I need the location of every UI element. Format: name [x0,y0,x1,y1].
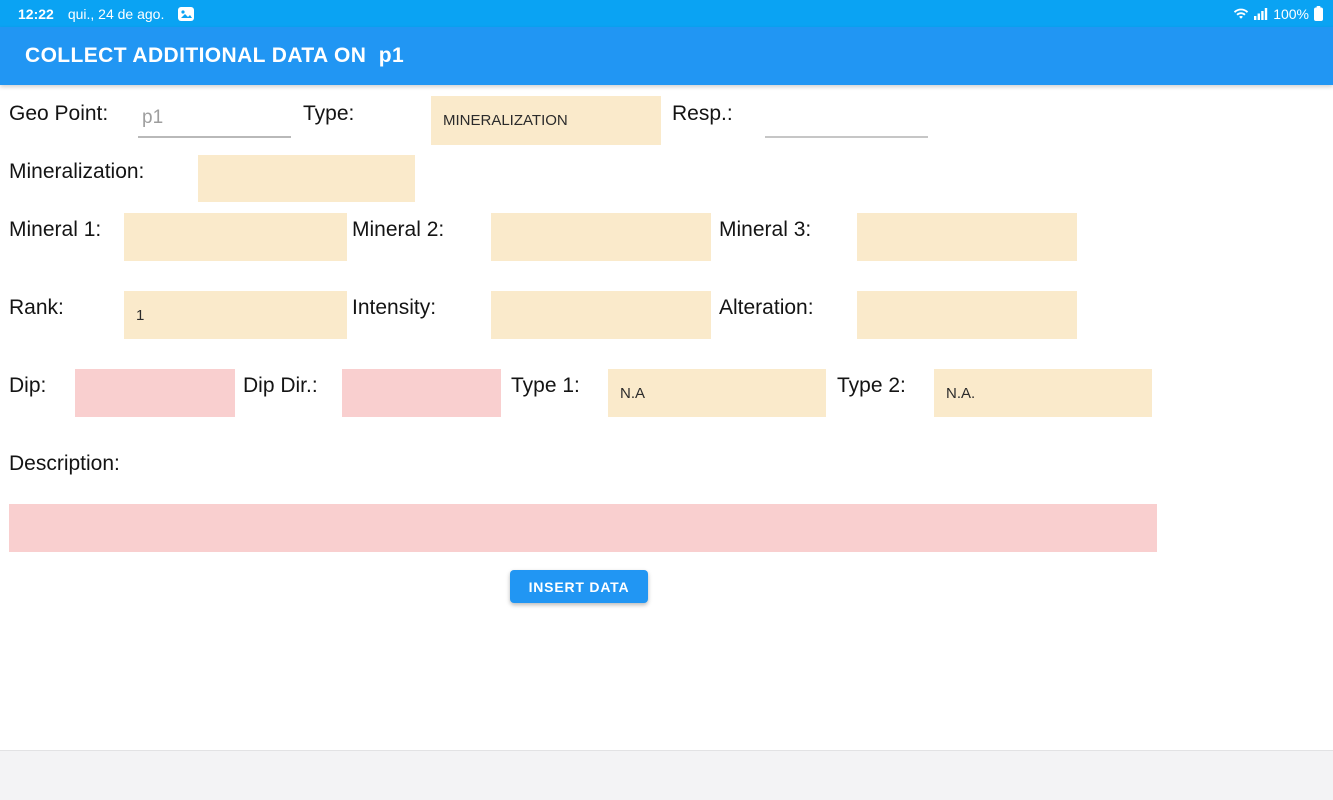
type-label: Type: [303,102,355,125]
battery-percent: 100% [1273,5,1309,22]
wifi-icon [1233,7,1249,20]
type-field[interactable] [431,96,661,145]
clock: 12:22 [18,5,54,22]
alteration-label: Alteration: [719,296,814,319]
mineral3-label: Mineral 3: [719,218,812,241]
type1-field[interactable] [608,369,826,417]
type2-field[interactable] [934,369,1152,417]
resp-label: Resp.: [672,102,733,125]
resp-input[interactable] [765,102,928,138]
date: qui., 24 de ago. [67,5,165,22]
signal-strength-icon [1254,7,1268,20]
type1-label: Type 1: [511,374,580,397]
alteration-field[interactable] [857,291,1077,339]
battery-icon [1314,6,1323,21]
dip-dir-label: Dip Dir.: [243,374,318,397]
mineralization-field[interactable] [198,155,415,202]
geo-point-input[interactable] [138,102,291,138]
status-bar: 12:22 qui., 24 de ago. 100% [0,0,1333,27]
intensity-label: Intensity: [352,296,437,319]
dip-field[interactable] [75,369,235,417]
rank-label: Rank: [9,296,64,319]
insert-data-button[interactable]: INSERT DATA [510,570,648,603]
screenshot-notification-icon [178,6,195,21]
type2-label: Type 2: [837,374,906,397]
app-bar: COLLECT ADDITIONAL DATA ON p1 [0,27,1333,85]
intensity-field[interactable] [491,291,711,339]
mineralization-label: Mineralization: [9,160,145,183]
rank-field[interactable] [124,291,347,339]
mineral1-field[interactable] [124,213,347,261]
description-field[interactable] [9,504,1157,552]
description-label: Description: [9,452,120,475]
dip-dir-field[interactable] [342,369,501,417]
mineral3-field[interactable] [857,213,1077,261]
mineral2-label: Mineral 2: [352,218,445,241]
geo-point-label: Geo Point: [9,102,109,125]
page-title: COLLECT ADDITIONAL DATA ON p1 [25,44,405,67]
dip-label: Dip: [9,374,47,397]
navigation-dock [0,750,1333,800]
mineral2-field[interactable] [491,213,711,261]
mineral1-label: Mineral 1: [9,218,102,241]
